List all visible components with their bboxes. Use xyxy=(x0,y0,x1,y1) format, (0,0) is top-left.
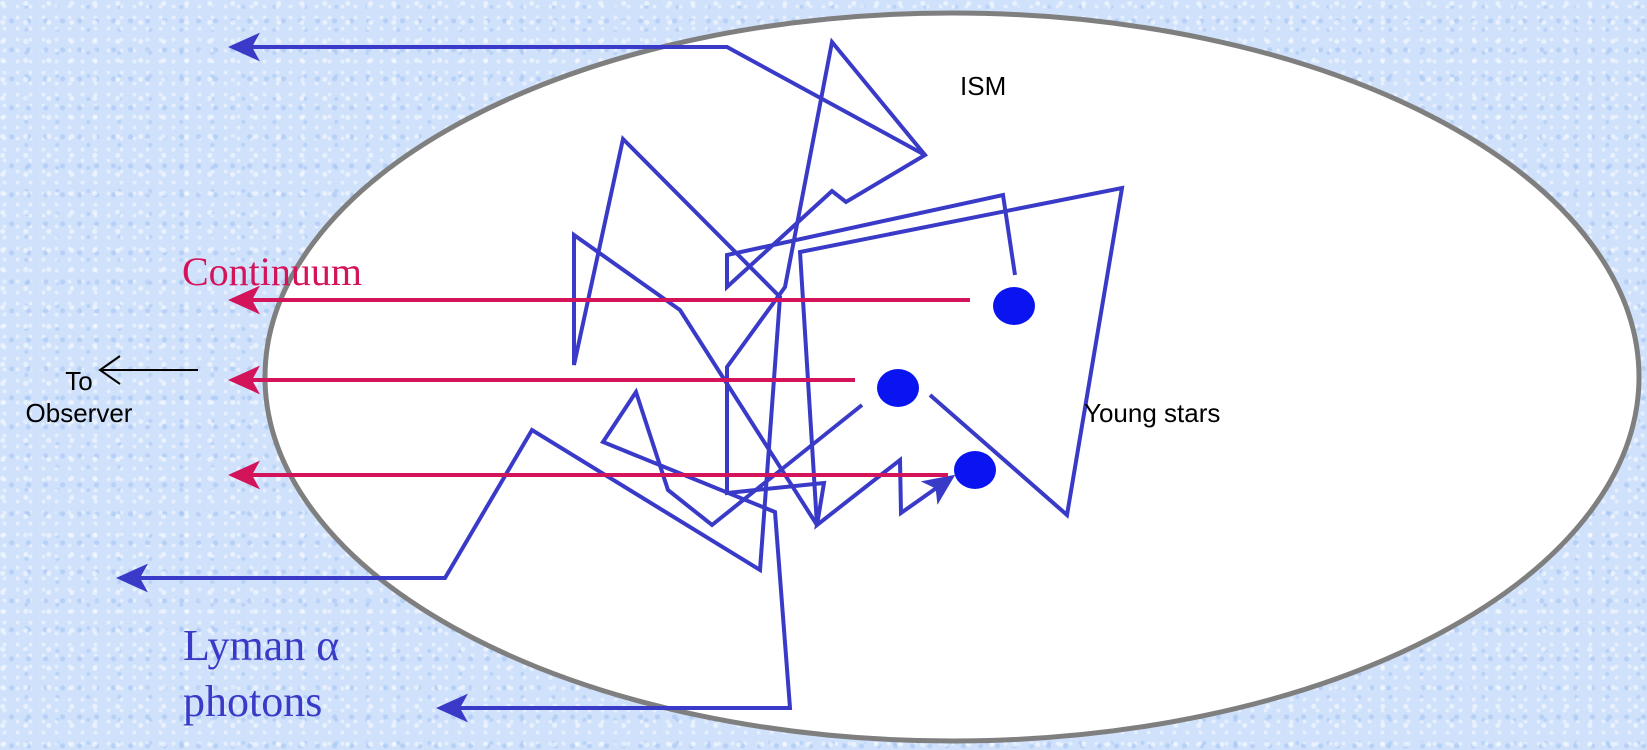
ism-cloud xyxy=(262,10,1642,744)
young-star-1 xyxy=(993,287,1035,325)
lyman-alpha-label-line2: photons xyxy=(183,677,323,726)
young-star-2 xyxy=(877,369,919,407)
lyman-alpha-label-line1: Lyman α xyxy=(183,621,340,670)
photon-path-bottom xyxy=(436,387,864,723)
ism-label: ISM xyxy=(960,71,1007,101)
photon-path-top xyxy=(725,37,1017,530)
observer-arrow xyxy=(98,355,198,385)
young-stars-label: Young stars xyxy=(1084,398,1221,428)
observer-label-line2: Observer xyxy=(25,398,133,428)
lyman-alpha-label: Lyman α photons xyxy=(183,618,339,730)
observer-label-line1: To xyxy=(65,366,93,396)
photon-path-upper-left xyxy=(228,32,926,157)
young-stars xyxy=(877,287,1035,489)
continuum-rays xyxy=(228,285,970,490)
continuum-label: Continuum xyxy=(182,249,363,294)
observer-label: To Observer xyxy=(14,365,144,429)
young-star-3 xyxy=(954,451,996,489)
